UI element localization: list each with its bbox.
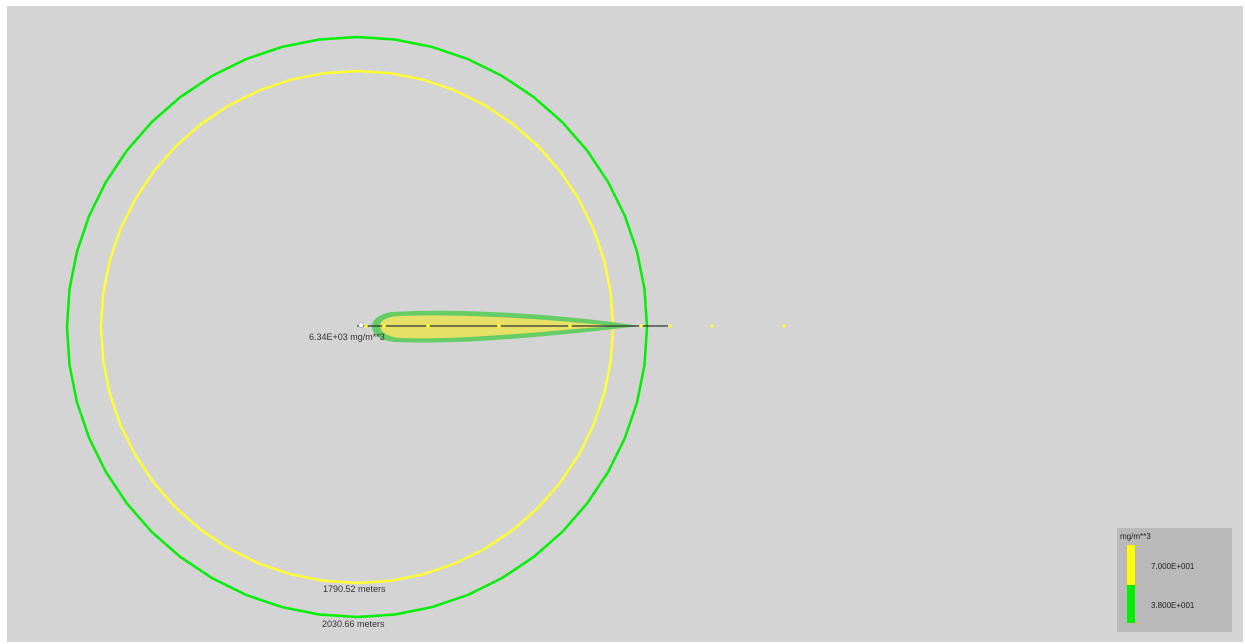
threshold-ring-inner	[99, 69, 615, 585]
outer-ring-distance-label: 2030.66 meters	[322, 619, 385, 629]
centerline-marker[interactable]	[710, 324, 714, 328]
legend-tick	[1135, 545, 1140, 546]
centerline-marker[interactable]	[497, 324, 501, 328]
inner-ring-distance-label: 1790.52 meters	[323, 584, 386, 594]
centerline-marker[interactable]	[568, 324, 572, 328]
centerline-marker[interactable]	[364, 324, 368, 328]
centerline-marker[interactable]	[382, 324, 386, 328]
legend-value-low: 3.800E+001	[1151, 601, 1195, 610]
centerline-markers	[364, 324, 786, 328]
release-source-icon[interactable]	[358, 322, 364, 328]
centerline-marker[interactable]	[426, 324, 430, 328]
legend-value-high: 7.000E+001	[1151, 562, 1195, 571]
centerline-marker[interactable]	[668, 324, 672, 328]
source-concentration-label: 6.34E+03 mg/m**3	[309, 332, 385, 342]
legend-swatch-high	[1127, 545, 1135, 585]
centerline-marker[interactable]	[639, 324, 643, 328]
legend-title: mg/m**3	[1120, 532, 1151, 541]
legend-tick	[1135, 585, 1140, 586]
plume-inner-contour	[380, 315, 612, 339]
concentration-legend: mg/m**3 7.000E+001 3.800E+001	[1117, 528, 1232, 632]
legend-swatch-low	[1127, 585, 1135, 623]
threshold-ring-outer	[65, 35, 649, 619]
centerline-marker[interactable]	[782, 324, 786, 328]
legend-tick	[1135, 623, 1140, 624]
